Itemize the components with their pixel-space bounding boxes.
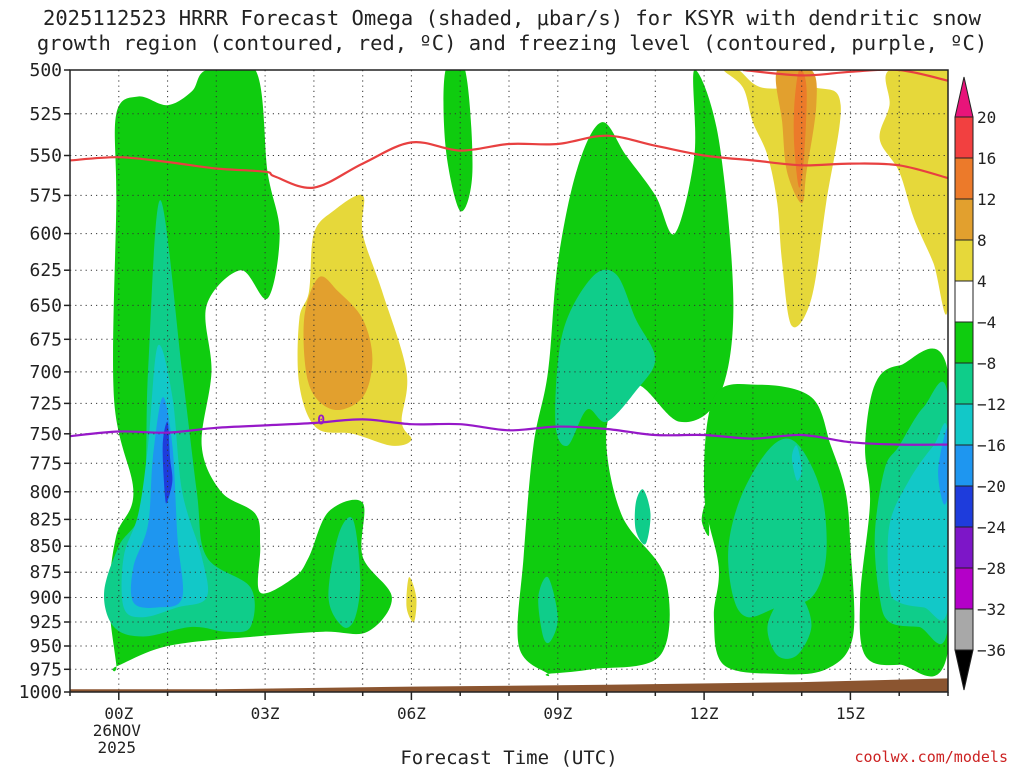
credit-text: coolwx.com/models bbox=[854, 748, 1008, 766]
omega-region-1 bbox=[443, 70, 473, 212]
x-tick-label-15: 15Z bbox=[836, 704, 865, 723]
y-tick-label-975: 975 bbox=[29, 659, 62, 680]
freezing-level-line bbox=[70, 418, 948, 446]
colorbar-band-8 bbox=[954, 444, 974, 487]
omega-region-9 bbox=[634, 489, 651, 545]
dendritic-line-1 bbox=[742, 70, 948, 82]
contour-lines: 0 bbox=[70, 70, 948, 446]
omega-region-17 bbox=[130, 397, 184, 608]
y-tick-label-650: 650 bbox=[29, 295, 62, 316]
x-tick-label-9: 09Z bbox=[543, 704, 572, 723]
colorbar-bottom-arrow bbox=[954, 649, 974, 691]
y-tick-label-525: 525 bbox=[29, 104, 62, 125]
freezing-level-label: 0 bbox=[317, 413, 325, 428]
colorbar: 20 16 12 8 4 −4 −8 −12 −16 −20 −24 −28 −32 −36 bbox=[954, 76, 1006, 691]
colorbar-label-2: 12 bbox=[977, 190, 996, 209]
chart-title: 2025112523 HRRR Forecast Omega (shaded, … bbox=[0, 6, 1024, 56]
omega-region-7 bbox=[328, 517, 361, 628]
terrain-fill bbox=[70, 678, 948, 692]
colorbar-label-10: −24 bbox=[977, 518, 1006, 537]
omega-region-12 bbox=[767, 593, 812, 659]
terrain bbox=[70, 678, 948, 692]
colorbar-band-7 bbox=[954, 403, 974, 446]
colorbar-band-4 bbox=[954, 280, 974, 323]
omega-region-8 bbox=[555, 269, 656, 447]
y-axis: 500 525 550 575 600 625 650 675 700 725 750 775 800 8… bbox=[19, 60, 70, 703]
colorbar-band-6 bbox=[954, 362, 974, 405]
x-axis-label: Forecast Time (UTC) bbox=[400, 747, 617, 768]
colorbar-label-13: −36 bbox=[977, 641, 1006, 660]
colorbar-band-0 bbox=[954, 116, 974, 159]
y-tick-label-700: 700 bbox=[29, 362, 62, 383]
y-tick-label-850: 850 bbox=[29, 536, 62, 557]
y-tick-label-575: 575 bbox=[29, 185, 62, 206]
y-tick-label-675: 675 bbox=[29, 329, 62, 350]
colorbar-label-5: −4 bbox=[977, 313, 996, 332]
colorbar-band-12 bbox=[954, 608, 974, 651]
colorbar-band-10 bbox=[954, 526, 974, 569]
x-tick-label-0: 00Z bbox=[104, 704, 133, 723]
grid-lines bbox=[70, 70, 948, 692]
y-tick-label-875: 875 bbox=[29, 562, 62, 583]
colorbar-band-9 bbox=[954, 485, 974, 528]
omega-region-10 bbox=[538, 576, 558, 644]
colorbar-label-8: −16 bbox=[977, 436, 1006, 455]
colorbar-band-3 bbox=[954, 239, 974, 282]
colorbar-band-1 bbox=[954, 157, 974, 200]
y-tick-label-800: 800 bbox=[29, 482, 62, 503]
omega-region-26 bbox=[793, 70, 807, 188]
y-tick-label-550: 550 bbox=[29, 146, 62, 167]
colorbar-label-12: −32 bbox=[977, 600, 1006, 619]
colorbar-label-1: 16 bbox=[977, 149, 996, 168]
colorbar-band-11 bbox=[954, 567, 974, 610]
colorbar-label-4: 4 bbox=[977, 272, 987, 291]
omega-region-15 bbox=[887, 423, 948, 621]
x-tick-label-6: 06Z bbox=[397, 704, 426, 723]
colorbar-label-7: −12 bbox=[977, 395, 1006, 414]
x-tick-label-3: 03Z bbox=[251, 704, 280, 723]
omega-region-23 bbox=[879, 70, 948, 315]
dendritic-line-0 bbox=[70, 134, 948, 189]
x-tick-label-12: 12Z bbox=[690, 704, 719, 723]
y-tick-label-625: 625 bbox=[29, 260, 62, 281]
colorbar-label-0: 20 bbox=[977, 108, 996, 127]
colorbar-label-11: −28 bbox=[977, 559, 1006, 578]
colorbar-label-6: −8 bbox=[977, 354, 996, 373]
colorbar-label-3: 8 bbox=[977, 231, 987, 250]
colorbar-band-2 bbox=[954, 198, 974, 241]
y-tick-label-900: 900 bbox=[29, 588, 62, 609]
omega-shading bbox=[104, 70, 948, 677]
y-tick-label-1000: 1000 bbox=[19, 682, 62, 703]
y-tick-label-600: 600 bbox=[29, 224, 62, 245]
y-tick-label-925: 925 bbox=[29, 612, 62, 633]
colorbar-label-9: −20 bbox=[977, 477, 1006, 496]
y-tick-label-825: 825 bbox=[29, 509, 62, 530]
x-tick-year: 2025 bbox=[98, 738, 137, 757]
y-tick-label-500: 500 bbox=[29, 60, 62, 81]
y-tick-label-950: 950 bbox=[29, 636, 62, 657]
title-line-2: growth region (contoured, red, ºC) and f… bbox=[36, 31, 988, 55]
y-tick-label-750: 750 bbox=[29, 424, 62, 445]
x-tick-date: 26NOV bbox=[93, 721, 142, 740]
omega-region-21 bbox=[406, 577, 417, 623]
colorbar-top-arrow bbox=[954, 76, 974, 118]
omega-region-18 bbox=[938, 427, 948, 505]
title-line-1: 2025112523 HRRR Forecast Omega (shaded, … bbox=[43, 6, 981, 30]
omega-region-24 bbox=[303, 276, 373, 411]
omega-region-11 bbox=[728, 438, 827, 618]
omega-region-16 bbox=[791, 445, 802, 481]
omega-region-19 bbox=[162, 421, 173, 504]
y-tick-label-725: 725 bbox=[29, 393, 62, 414]
y-tick-label-775: 775 bbox=[29, 453, 62, 474]
colorbar-band-5 bbox=[954, 321, 974, 364]
